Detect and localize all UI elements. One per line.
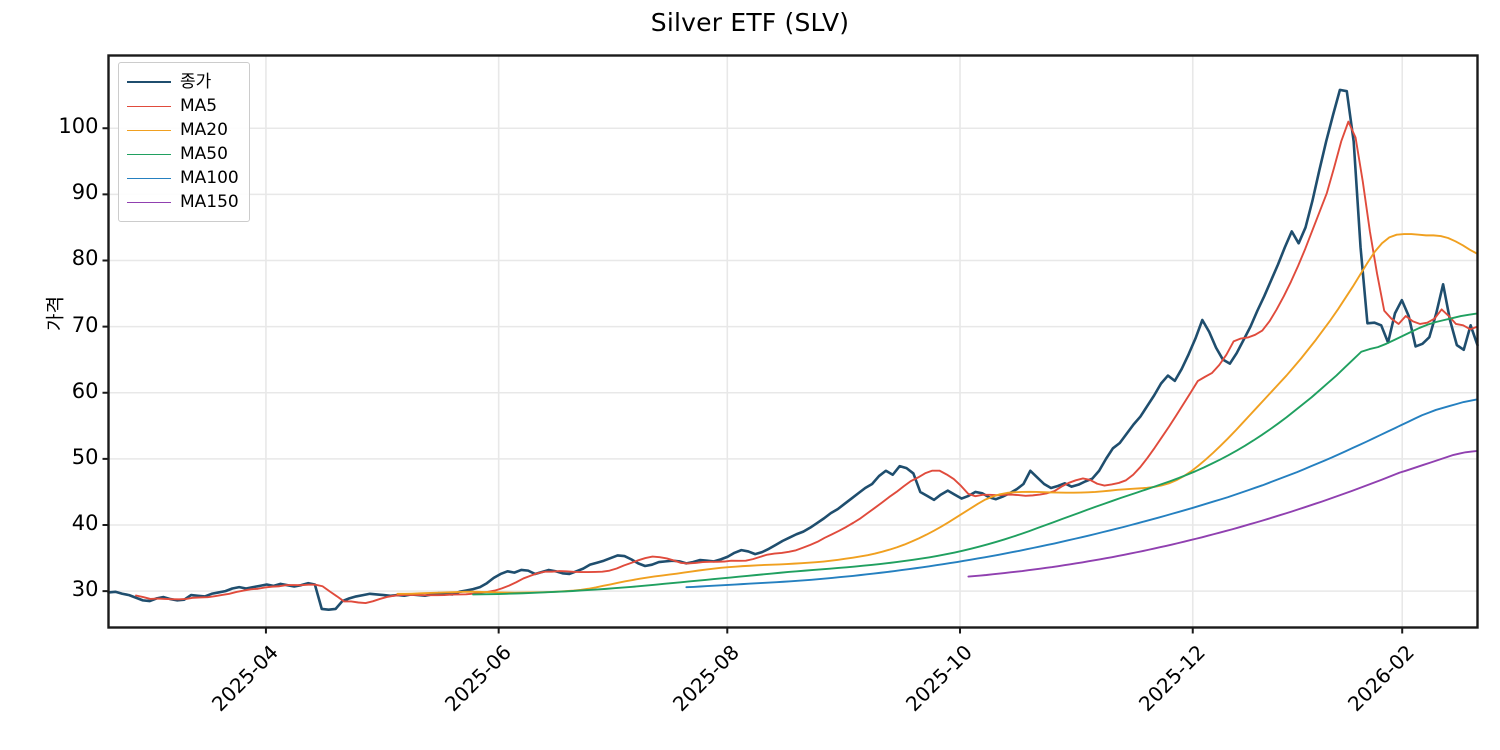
series-line-MA150 bbox=[967, 449, 1479, 578]
y-tick-label: 80 bbox=[71, 246, 99, 271]
y-tick-label: 30 bbox=[71, 577, 99, 602]
legend-label: MA50 bbox=[180, 143, 228, 164]
legend-item-MA150[interactable]: MA150 bbox=[127, 190, 239, 214]
legend-item-MA100[interactable]: MA100 bbox=[127, 166, 239, 190]
axis-ticks bbox=[102, 127, 1404, 634]
legend-label: MA20 bbox=[180, 119, 228, 140]
series-line-MA5 bbox=[135, 120, 1479, 604]
legend-swatch-icon bbox=[127, 105, 171, 107]
data-series-layer bbox=[107, 88, 1479, 611]
series-line-MA20 bbox=[396, 233, 1479, 595]
legend-swatch-icon bbox=[127, 177, 171, 179]
y-tick-label: 40 bbox=[71, 511, 99, 535]
y-tick-label: 90 bbox=[71, 180, 99, 205]
legend-label: MA100 bbox=[180, 167, 239, 188]
legend-label: MA5 bbox=[180, 95, 218, 116]
legend-label: MA150 bbox=[180, 191, 239, 212]
y-tick-label: 70 bbox=[71, 312, 99, 337]
y-tick-label: 50 bbox=[71, 444, 99, 469]
y-tick-label: 100 bbox=[58, 114, 99, 139]
series-line-MA50 bbox=[472, 312, 1479, 596]
legend-swatch-icon bbox=[127, 153, 171, 155]
grid-lines bbox=[108, 55, 1478, 628]
series-line-MA100 bbox=[685, 398, 1479, 589]
legend-item-MA20[interactable]: MA20 bbox=[127, 118, 239, 142]
legend-item-종가[interactable]: 종가 bbox=[127, 70, 239, 94]
chart-title: Silver ETF (SLV) bbox=[650, 8, 850, 37]
legend-swatch-icon bbox=[127, 81, 171, 83]
legend-swatch-icon bbox=[127, 201, 171, 203]
y-tick-label: 60 bbox=[71, 378, 99, 403]
legend-swatch-icon bbox=[127, 129, 171, 131]
legend-label: 종가 bbox=[180, 71, 212, 92]
legend-item-MA50[interactable]: MA50 bbox=[127, 142, 239, 166]
chart-legend[interactable]: 종가 MA5 MA20 MA50 MA100 MA150 bbox=[118, 62, 250, 222]
series-line-종가 bbox=[107, 88, 1479, 611]
legend-item-MA5[interactable]: MA5 bbox=[127, 94, 239, 118]
axes-frame bbox=[107, 54, 1479, 629]
